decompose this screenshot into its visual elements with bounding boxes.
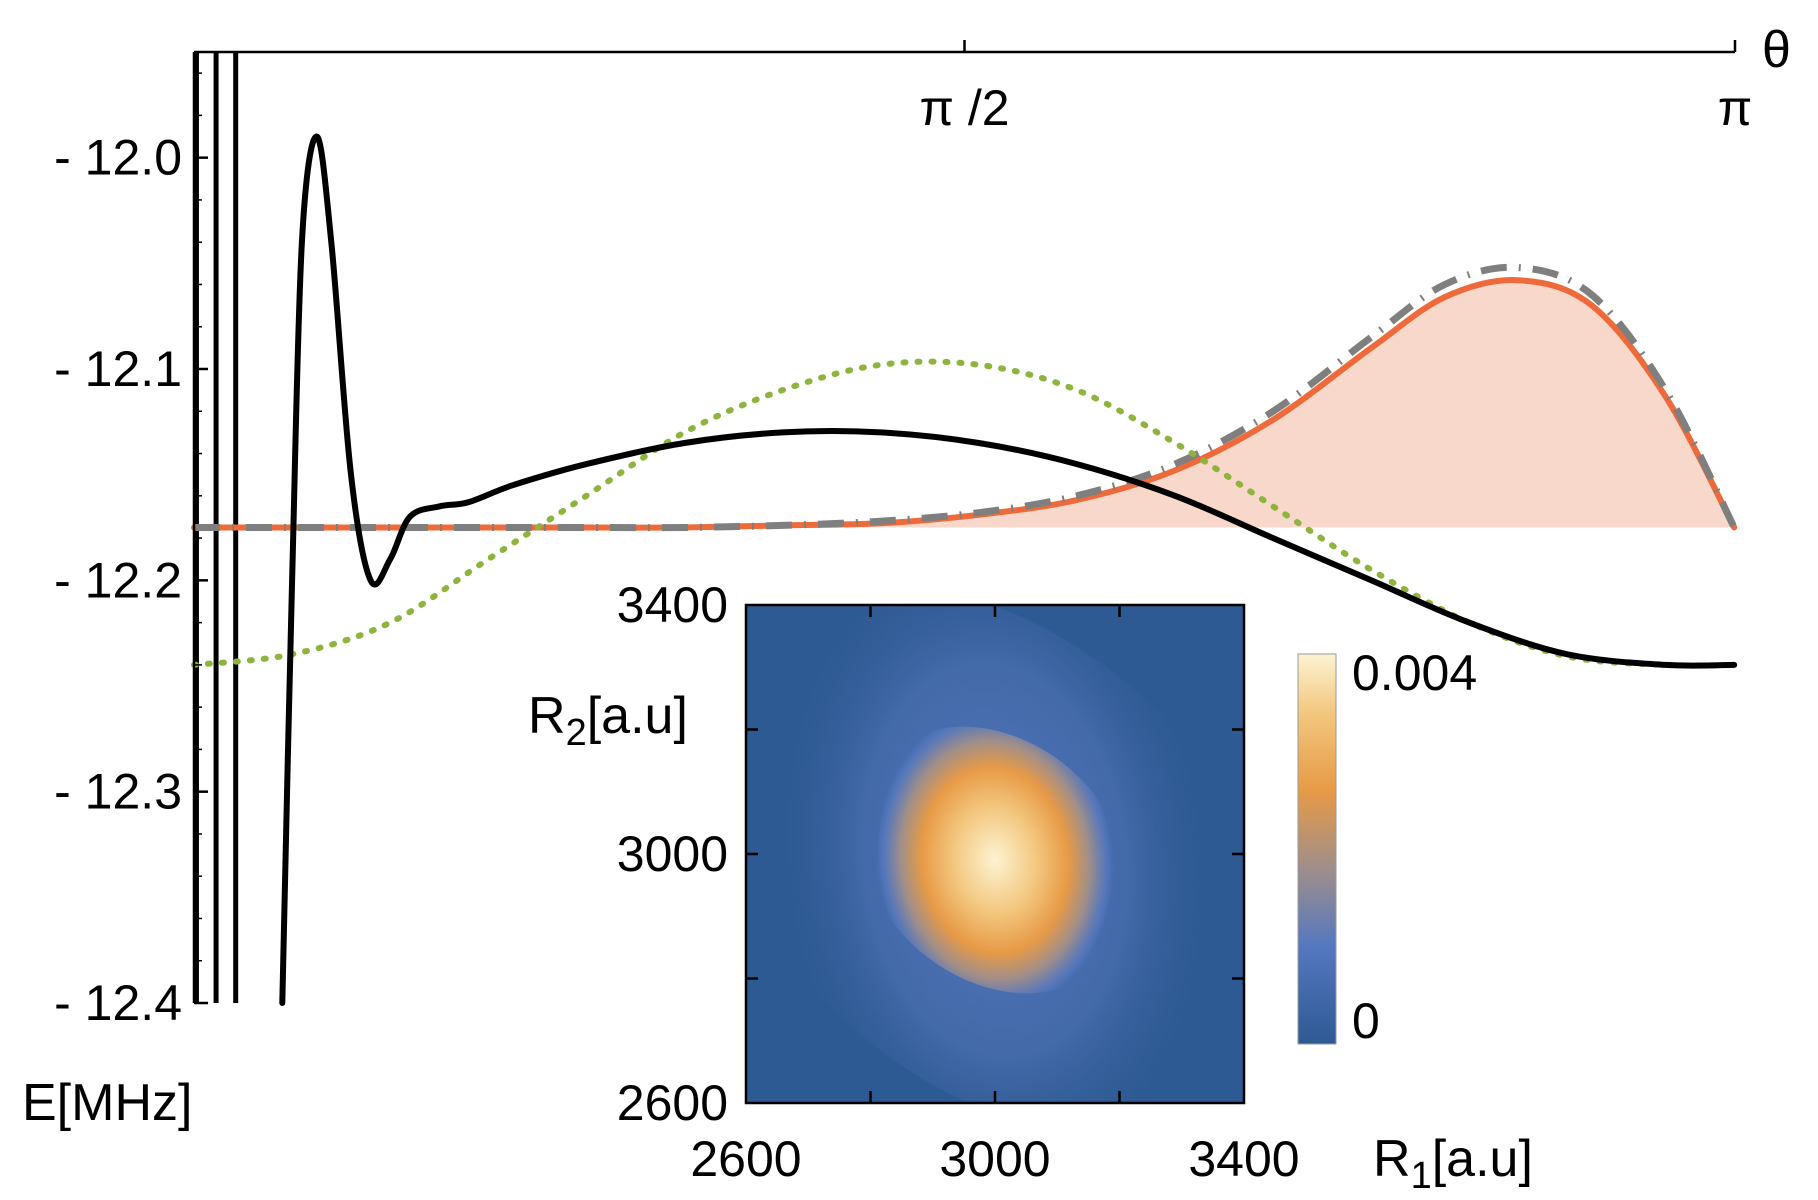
- colorbar-label-1: 0.004: [1352, 645, 1477, 701]
- inset-x-label: R1[a.u]: [1373, 1130, 1533, 1197]
- main-plot: π /2 π - 12.0 - 12.1 - 12.2 - 12.3 - 12.4 θ E…: [22, 21, 1791, 1132]
- colorbar-frame: [1297, 653, 1337, 1045]
- heatmap-peak: [858, 726, 1132, 994]
- x-tick-label-2: π: [1718, 80, 1753, 136]
- inset-heatmap: 2600 3000 3400 3400 3000 2600 R1[a.u] R2[a.u]: [528, 577, 1533, 1197]
- inset-y-tick-label-3: 2600: [617, 1075, 728, 1131]
- colorbar: 0.004 0: [1297, 645, 1477, 1049]
- y-tick-label-3: - 12.2: [54, 552, 182, 608]
- inset-x-tick-label-3: 3400: [1188, 1131, 1299, 1187]
- orange-curve-fill: [194, 280, 1735, 528]
- inset-x-tick-label-1: 2600: [690, 1131, 801, 1187]
- inset-y-tick-label-1: 3400: [617, 577, 728, 633]
- x-tick-label-1: π /2: [919, 80, 1009, 136]
- inset-x-tick-label-2: 3000: [939, 1131, 1050, 1187]
- inset-y-label: R2[a.u]: [528, 687, 688, 754]
- x-axis-label: θ: [1762, 21, 1791, 79]
- y-tick-label-2: - 12.1: [54, 341, 182, 397]
- series-layer: [191, 133, 1738, 1006]
- inset-y-label-sub: 2: [566, 712, 587, 754]
- inset-ticks: 2600 3000 3400 3400 3000 2600: [617, 577, 1300, 1187]
- inset-x-label-sub: 1: [1411, 1155, 1432, 1197]
- y-tick-label-1: - 12.0: [54, 130, 182, 186]
- x-ticks: π /2 π: [919, 40, 1752, 136]
- colorbar-label-2: 0: [1352, 993, 1380, 1049]
- y-tick-label-4: - 12.3: [54, 764, 182, 820]
- y-ticks: - 12.0 - 12.1 - 12.2 - 12.3 - 12.4: [54, 130, 208, 1031]
- colorbar-gradient: [1298, 654, 1336, 1044]
- y-minor-ticks: [194, 72, 202, 962]
- y-axis-label: E[MHz]: [22, 1074, 192, 1132]
- inset-y-label-unit: [a.u]: [587, 687, 688, 745]
- gray-dashdot-curve: [193, 263, 1738, 532]
- black-curve: [279, 133, 1738, 1006]
- inset-x-label-unit: [a.u]: [1432, 1130, 1533, 1188]
- y-tick-label-5: - 12.4: [54, 975, 182, 1031]
- inset-y-tick-label-2: 3000: [617, 826, 728, 882]
- colorbar-labels: 0.004 0: [1352, 645, 1477, 1049]
